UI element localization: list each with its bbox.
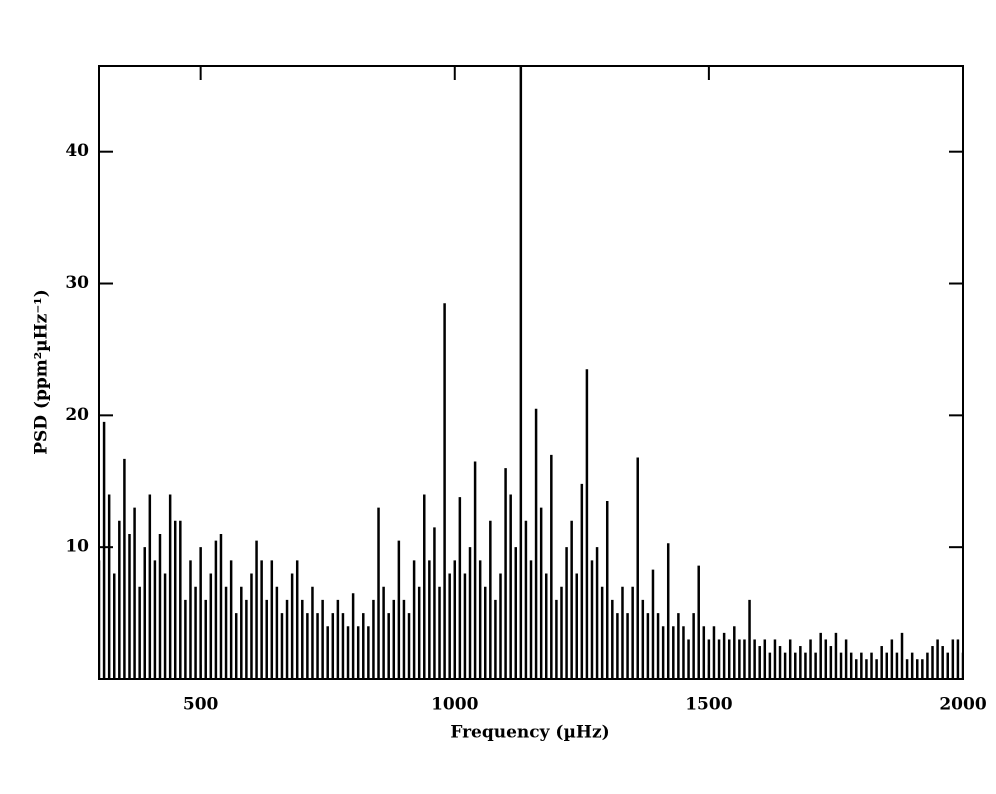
plot-frame [98,65,964,680]
x-axis-label: Frequency (µHz) [450,723,609,743]
y-axis-label: PSD (ppm²µHz⁻¹) [32,289,52,455]
x-tick-label: 500 [183,695,219,715]
x-tick-label: 2000 [939,695,986,715]
y-tick-label: 10 [65,537,89,557]
x-tick-label: 1500 [685,695,732,715]
x-tick-label: 1000 [431,695,478,715]
y-tick-label: 40 [65,141,89,161]
spectrum [99,66,963,679]
y-tick-label: 30 [65,273,89,293]
y-tick-label: 20 [65,405,89,425]
